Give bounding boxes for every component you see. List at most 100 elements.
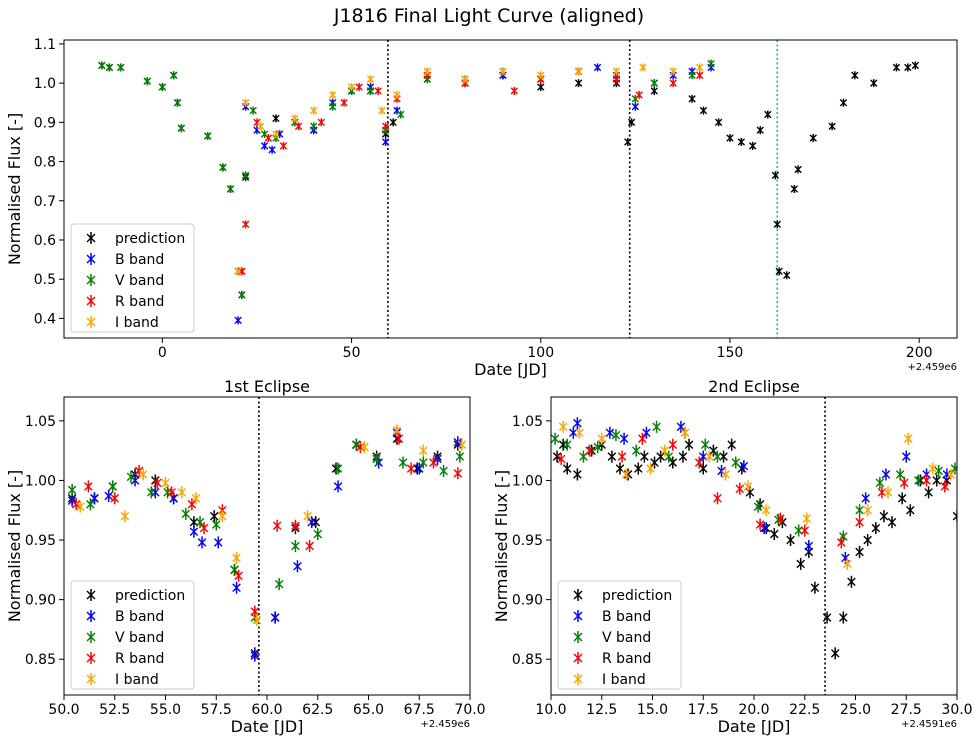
data-point-i-band [669, 67, 677, 76]
data-point-prediction [389, 118, 397, 127]
data-point-r-band [776, 512, 785, 525]
data-point-i-band [499, 67, 507, 76]
data-point-prediction [892, 63, 901, 72]
x-tick-label: 50 [343, 345, 361, 361]
data-point-i-band [457, 438, 467, 451]
legend-label: V band [602, 630, 651, 646]
main-light-curve-panel: 0 50 100 150 200 0.4 0.5 0.6 0.7 0.8 0.9 1.0 1.1 +2.4… [5, 37, 958, 379]
data-point-r-band [294, 122, 303, 131]
data-point-i-band [863, 504, 872, 517]
data-point-v-band [372, 452, 381, 465]
legend-label: prediction [602, 588, 672, 604]
data-point-prediction [684, 438, 694, 451]
marker-x-stroke [700, 440, 710, 449]
data-point-v-band [333, 462, 343, 475]
marker-x-stroke [86, 499, 95, 509]
data-point-r-band [635, 90, 643, 99]
data-point-r-band [800, 524, 810, 537]
data-point-r-band [199, 522, 209, 535]
data-point-r-band [453, 467, 463, 480]
marker-x-stroke [756, 126, 764, 134]
data-point-b-band [414, 462, 424, 475]
marker-x-stroke [698, 452, 708, 461]
marker-x-stroke [664, 452, 674, 461]
legend-marker [86, 233, 96, 243]
data-point-prediction [574, 79, 583, 88]
data-point-i-band [392, 424, 402, 437]
marker-x-stroke [211, 520, 221, 529]
data-point-i-band [461, 75, 469, 84]
data-point-i-band [303, 510, 312, 523]
marker-x-stroke [660, 446, 669, 455]
data-point-prediction [870, 79, 878, 88]
marker-x-stroke [726, 134, 734, 142]
data-point-i-band [695, 63, 704, 72]
data-point-r-band [84, 480, 93, 493]
legend-label: B band [115, 252, 164, 268]
legend-label: I band [602, 672, 646, 688]
x-tick-label: 22.5 [789, 702, 820, 718]
x-tick-label: 67.5 [404, 702, 435, 718]
data-point-r-band [669, 79, 677, 88]
data-point-v-band [551, 432, 560, 445]
x-offset-text: +2.459e6 [420, 719, 470, 730]
marker-x-stroke [719, 452, 728, 461]
legend-box [557, 580, 682, 690]
x-tick-label: 0 [158, 345, 167, 361]
marker-x-stroke [397, 110, 405, 119]
plot-area [64, 40, 957, 338]
marker-x-stroke [393, 106, 401, 115]
marker-x-stroke [558, 440, 568, 449]
marker-x-stroke [197, 538, 207, 547]
data-point-r-band [340, 98, 348, 107]
data-point-r-band [735, 482, 745, 495]
marker-x-stroke [398, 458, 408, 467]
marker-x-stroke [270, 613, 280, 622]
data-point-r-band [585, 444, 594, 457]
marker-x-stroke [928, 464, 937, 473]
data-point-r-band [305, 540, 314, 552]
marker-x-stroke [843, 559, 852, 569]
data-point-v-band [707, 59, 715, 68]
data-point-i-band [138, 468, 148, 481]
marker-x-stroke [922, 476, 931, 485]
data-point-v-band [934, 464, 944, 477]
data-point-prediction [810, 581, 820, 594]
panel-title: 1st Eclipse [224, 377, 310, 396]
data-point-prediction [839, 611, 848, 624]
data-point-v-band [313, 528, 323, 541]
marker-x-stroke [773, 220, 781, 228]
data-point-r-band [668, 438, 678, 451]
data-point-prediction [311, 516, 321, 529]
data-point-v-band [146, 486, 156, 499]
marker-x-stroke [714, 118, 723, 127]
marker-x-stroke [680, 428, 690, 438]
y-tick-label: 1.00 [25, 473, 56, 489]
marker-x-stroke [360, 442, 369, 452]
marker-x-stroke [932, 476, 941, 485]
data-point-v-band [310, 122, 318, 131]
marker-x-stroke [510, 87, 518, 95]
data-point-b-band [381, 137, 390, 146]
marker-x-stroke [737, 138, 746, 146]
marker-x-stroke [721, 470, 730, 479]
marker-x-stroke [786, 535, 795, 545]
marker-x-stroke [656, 452, 665, 461]
marker-x-stroke [352, 440, 361, 449]
data-point-b-band [307, 516, 316, 529]
marker-x-stroke [238, 291, 246, 299]
data-point-v-band [67, 483, 77, 496]
data-point-r-band [374, 86, 382, 95]
marker-x-stroke [748, 142, 757, 150]
legend-box [70, 580, 195, 690]
marker-x-stroke [562, 440, 572, 449]
marker-x-stroke [317, 118, 326, 127]
data-point-i-band [241, 98, 250, 107]
marker-x-stroke [173, 99, 182, 107]
data-point-v-band [181, 507, 191, 520]
legend-label: prediction [115, 588, 185, 604]
marker-x-stroke [839, 613, 848, 622]
marker-x-stroke [952, 511, 957, 518]
data-point-r-band [167, 486, 176, 499]
x-tick-label: 55.0 [150, 702, 181, 718]
